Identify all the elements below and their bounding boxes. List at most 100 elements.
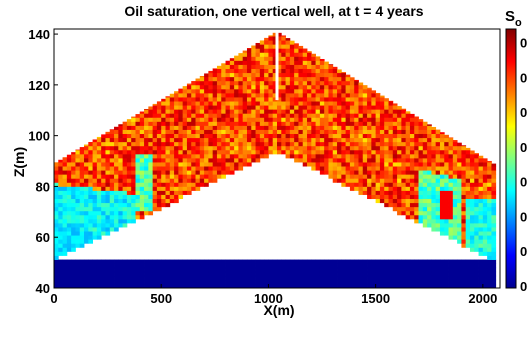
saturation-cell — [238, 153, 244, 159]
saturation-cell — [401, 133, 407, 139]
saturation-cell — [349, 129, 355, 135]
saturation-cell — [238, 80, 244, 86]
saturation-cell — [337, 137, 342, 143]
saturation-cell — [439, 218, 445, 224]
saturation-cell — [422, 214, 428, 220]
saturation-cell — [448, 267, 454, 273]
saturation-cell — [315, 56, 321, 61]
saturation-cell — [439, 231, 445, 236]
saturation-cell — [199, 141, 205, 147]
saturation-cell — [259, 149, 265, 155]
saturation-cell — [474, 186, 479, 191]
saturation-cell — [234, 145, 239, 151]
saturation-cell — [242, 121, 248, 126]
saturation-cell — [465, 186, 471, 191]
saturation-cell — [152, 190, 158, 195]
saturation-cell — [54, 243, 59, 248]
saturation-cell — [474, 157, 479, 163]
saturation-cell — [75, 259, 81, 265]
saturation-cell — [298, 72, 304, 78]
saturation-cell — [208, 84, 214, 90]
saturation-cell — [358, 137, 364, 143]
saturation-cell — [401, 267, 407, 273]
saturation-cell — [341, 137, 347, 143]
saturation-cell — [152, 125, 158, 130]
saturation-cell — [169, 271, 175, 277]
saturation-cell — [148, 202, 154, 208]
saturation-cell — [122, 125, 128, 130]
saturation-cell — [144, 108, 149, 110]
saturation-cell — [448, 202, 454, 208]
saturation-cell — [165, 141, 171, 147]
saturation-cell — [84, 271, 89, 277]
saturation-cell — [448, 157, 454, 163]
saturation-cell — [71, 231, 76, 236]
saturation-cell — [405, 145, 411, 151]
saturation-cell — [422, 259, 428, 265]
saturation-cell — [131, 162, 136, 167]
saturation-cell — [431, 223, 437, 228]
saturation-cell — [457, 239, 462, 244]
saturation-cell — [255, 97, 261, 102]
saturation-cell — [294, 263, 299, 269]
saturation-cell — [169, 129, 175, 135]
saturation-cell — [482, 174, 488, 179]
saturation-cell — [242, 80, 248, 86]
saturation-cell — [71, 190, 76, 195]
saturation-cell — [96, 170, 102, 175]
saturation-cell — [409, 198, 415, 204]
saturation-cell — [272, 125, 278, 130]
saturation-cell — [264, 101, 269, 106]
saturation-cell — [448, 141, 454, 147]
saturation-cell — [465, 271, 471, 277]
saturation-cell — [469, 186, 475, 191]
saturation-cell — [328, 153, 334, 159]
saturation-cell — [427, 166, 432, 171]
saturation-cell — [242, 105, 248, 110]
saturation-cell — [255, 64, 261, 70]
saturation-cell — [109, 141, 115, 147]
saturation-cell — [478, 170, 484, 175]
saturation-cell — [268, 145, 274, 151]
saturation-cell — [448, 174, 454, 179]
saturation-cell — [277, 36, 282, 41]
saturation-cell — [397, 263, 402, 269]
saturation-cell — [225, 125, 231, 130]
saturation-cell — [54, 190, 59, 195]
saturation-cell — [281, 44, 286, 49]
saturation-cell — [225, 279, 231, 285]
saturation-cell — [152, 113, 158, 118]
saturation-cell — [332, 88, 338, 94]
saturation-cell — [131, 178, 136, 183]
saturation-cell — [315, 76, 321, 82]
saturation-cell — [349, 174, 355, 179]
saturation-cell — [452, 198, 458, 204]
saturation-cell — [461, 259, 467, 265]
saturation-cell — [71, 210, 76, 216]
saturation-cell — [251, 117, 256, 122]
saturation-cell — [319, 275, 325, 281]
saturation-cell — [182, 121, 188, 126]
saturation-cell — [92, 218, 98, 224]
saturation-cell — [281, 105, 286, 110]
saturation-cell — [345, 157, 351, 163]
saturation-cell — [384, 129, 389, 135]
saturation-cell — [105, 190, 111, 195]
saturation-cell — [58, 231, 63, 236]
saturation-cell — [328, 117, 334, 122]
saturation-cell — [405, 271, 411, 277]
saturation-cell — [272, 129, 278, 135]
saturation-cell — [341, 141, 347, 147]
saturation-cell — [242, 145, 248, 151]
saturation-cell — [354, 129, 359, 135]
saturation-cell — [375, 275, 381, 281]
saturation-cell — [418, 182, 424, 187]
saturation-cell — [367, 170, 372, 175]
saturation-cell — [84, 190, 89, 195]
saturation-cell — [268, 129, 274, 135]
saturation-cell — [191, 149, 196, 155]
saturation-cell — [452, 210, 458, 216]
saturation-cell — [169, 149, 175, 155]
saturation-cell — [195, 182, 201, 187]
saturation-cell — [461, 279, 467, 285]
